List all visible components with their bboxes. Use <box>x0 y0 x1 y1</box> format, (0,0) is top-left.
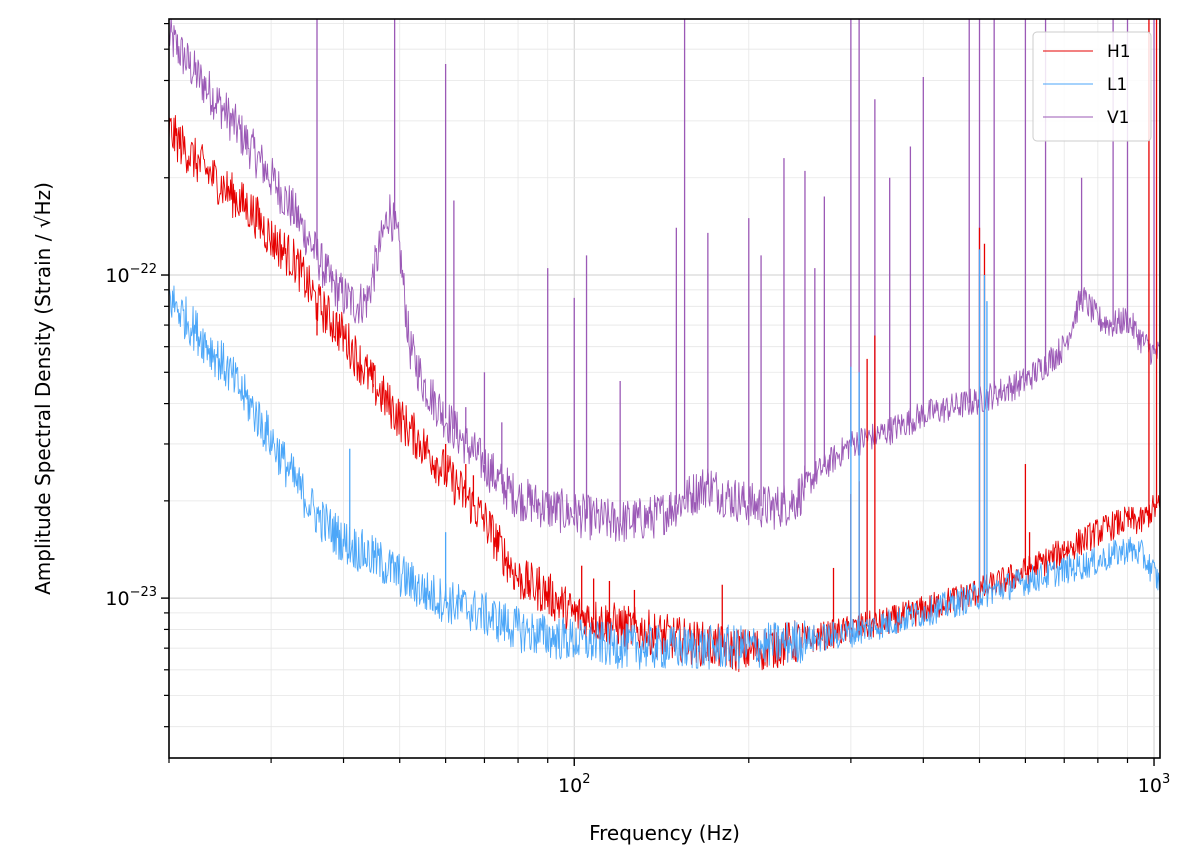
legend-label: V1 <box>1107 108 1129 128</box>
legend: H1 L1 V1 <box>1032 31 1152 142</box>
y-tick-label: 10−23 <box>105 585 157 610</box>
plot-frame <box>168 18 1161 759</box>
series-layer <box>169 19 1160 673</box>
legend-item-v1: V1 <box>1043 108 1129 128</box>
x-axis-label: Frequency (Hz) <box>589 821 740 845</box>
y-tick-label: 10−22 <box>105 262 157 287</box>
x-tick-label: 102 <box>558 772 590 797</box>
series-l1 <box>169 249 1160 670</box>
legend-box <box>1032 31 1152 142</box>
x-tick-label: 103 <box>1138 772 1170 797</box>
legend-label: H1 <box>1107 42 1131 62</box>
axis-ticks: 102 103 10−23 10−22 <box>105 23 1170 797</box>
legend-item-l1: L1 <box>1043 75 1127 95</box>
series-line-l1 <box>169 285 1160 670</box>
legend-item-h1: H1 <box>1043 42 1131 62</box>
legend-label: L1 <box>1107 75 1127 95</box>
series-line-v1 <box>169 19 1160 543</box>
y-axis-label: Amplitude Spectral Density (Strain / √Hz… <box>31 182 55 595</box>
